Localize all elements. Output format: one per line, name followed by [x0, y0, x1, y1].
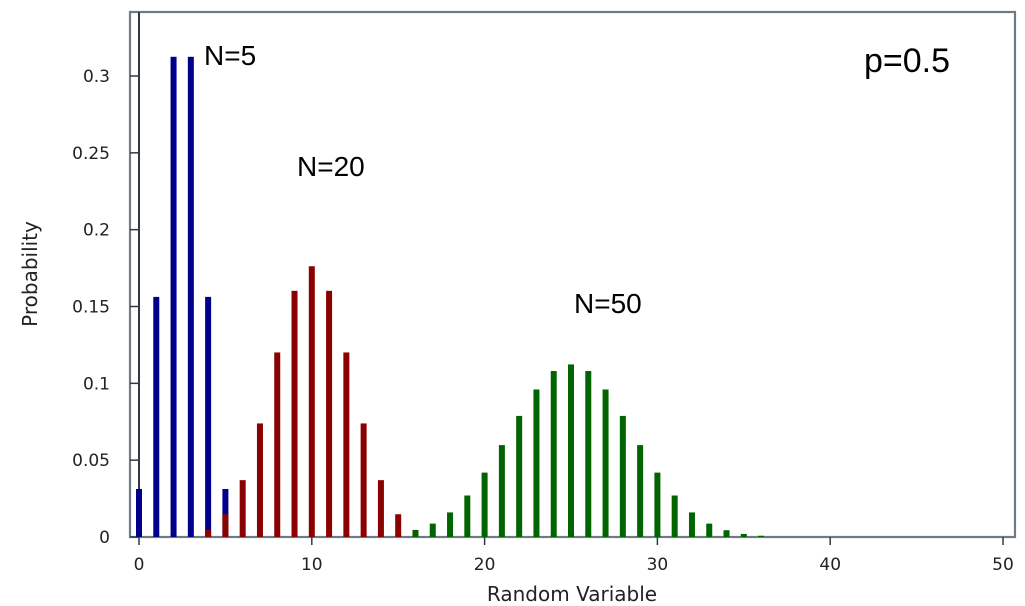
- bar-series-0-x-3: [187, 56, 194, 538]
- bar-series-2-x-22: [516, 415, 523, 537]
- bar-series-1-x-15: [395, 514, 402, 537]
- bar-series-2-x-31: [671, 495, 678, 537]
- bar-series-2-x-35: [740, 533, 747, 537]
- bar-series-0-x-2: [170, 56, 177, 538]
- bar-series-2-x-36: [758, 535, 765, 537]
- y-tick-label-4: 0.2: [83, 221, 110, 241]
- x-tick-label-5: 50: [992, 555, 1014, 575]
- y-tick-label-0: 0: [99, 528, 110, 548]
- bar-series-2-x-16: [412, 530, 419, 537]
- x-tick-label-0: 0: [134, 555, 145, 575]
- bar-series-0-x-0: [136, 488, 142, 537]
- annotation-n50: N=50: [574, 288, 642, 319]
- bar-series-2-x-20: [481, 472, 488, 537]
- bar-series-2-x-30: [654, 472, 661, 537]
- bar-series-2-x-23: [533, 389, 540, 537]
- bar-series-1-x-10: [308, 266, 315, 537]
- bar-series-1-x-14: [377, 480, 384, 537]
- bar-series-1-x-6: [239, 480, 246, 537]
- annotation-p: p=0.5: [864, 42, 950, 80]
- x-tick-label-1: 10: [301, 555, 323, 575]
- series-2: [412, 364, 765, 537]
- y-tick-label-1: 0.05: [72, 451, 110, 471]
- annotation-n5: N=5: [204, 40, 256, 71]
- annotation-n20: N=20: [297, 151, 365, 182]
- y-tick-label-6: 0.3: [83, 67, 110, 87]
- bar-series-2-x-34: [723, 530, 730, 537]
- series-0: [136, 56, 229, 538]
- y-tick-label-2: 0.1: [83, 374, 110, 394]
- bar-series-0-x-4: [205, 296, 212, 537]
- x-tick-label-2: 20: [474, 555, 496, 575]
- bar-series-2-x-17: [429, 523, 436, 537]
- bar-series-2-x-26: [585, 371, 592, 537]
- y-tick-label-5: 0.25: [72, 144, 110, 164]
- bar-series-1-x-7: [256, 423, 263, 537]
- bar-series-2-x-27: [602, 389, 609, 537]
- bar-series-2-x-19: [464, 495, 471, 537]
- bar-series-1-x-8: [274, 352, 281, 537]
- bar-series-2-x-18: [447, 512, 454, 537]
- y-axis: 0 0.05 0.1 0.15 0.2 0.25 0.3: [72, 67, 139, 548]
- bar-series-1-x-4: [205, 529, 212, 537]
- bar-series-2-x-33: [706, 523, 713, 537]
- x-tick-label-4: 40: [819, 555, 841, 575]
- bar-series-2-x-28: [619, 415, 626, 537]
- bar-series-0-x-1: [153, 296, 160, 537]
- x-tick-label-3: 30: [647, 555, 669, 575]
- bar-series-1-x-5: [222, 514, 229, 537]
- bar-series-1-x-11: [326, 290, 333, 537]
- bar-series-2-x-29: [637, 445, 644, 537]
- series-1: [205, 266, 419, 537]
- y-tick-label-3: 0.15: [72, 298, 110, 318]
- bar-series-2-x-25: [568, 364, 574, 537]
- bar-series-1-x-13: [360, 423, 367, 537]
- y-axis-title: Probability: [18, 221, 42, 327]
- x-axis: 0 10 20 30 40 50: [134, 537, 1014, 575]
- bar-series-1-x-9: [291, 290, 298, 537]
- bar-series-2-x-21: [498, 445, 505, 537]
- bar-series-0-x-5: [222, 488, 229, 537]
- bar-series-2-x-24: [550, 371, 557, 537]
- bars: [136, 56, 765, 538]
- bar-series-2-x-32: [688, 512, 695, 537]
- x-axis-title: Random Variable: [487, 582, 657, 606]
- bar-series-1-x-12: [343, 352, 350, 537]
